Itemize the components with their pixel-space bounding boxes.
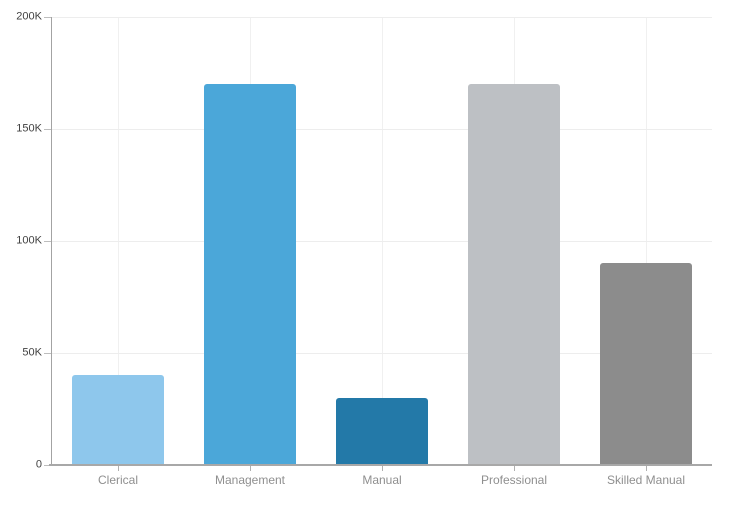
y-axis-tick	[44, 353, 52, 354]
bar-management[interactable]	[204, 84, 296, 465]
bar-clerical[interactable]	[72, 375, 164, 465]
y-axis-tick	[44, 129, 52, 130]
x-axis-tick	[382, 466, 383, 471]
bar-manual[interactable]	[336, 397, 428, 465]
gridline-horizontal	[52, 352, 712, 354]
x-axis-label: Management	[214, 473, 286, 487]
x-axis-tick	[514, 466, 515, 471]
x-axis-tick	[646, 466, 647, 471]
y-axis-label: 200K	[16, 10, 42, 23]
y-axis-line	[51, 17, 52, 465]
bar-skilled-manual[interactable]	[600, 263, 692, 465]
gridline-horizontal	[52, 240, 712, 242]
x-axis-label: Manual	[362, 473, 402, 487]
x-axis-tick	[250, 466, 251, 471]
gridline-horizontal	[52, 128, 712, 130]
y-axis-label: 150K	[16, 122, 42, 135]
y-axis-label: 100K	[16, 234, 42, 247]
x-axis-label: Professional	[480, 473, 548, 487]
y-axis-label: 0	[35, 458, 42, 471]
bar-professional[interactable]	[468, 84, 560, 465]
y-axis-tick	[44, 17, 52, 18]
x-axis-line	[49, 464, 712, 466]
y-axis-tick	[44, 241, 52, 242]
y-axis-label: 50K	[22, 346, 42, 359]
x-axis-tick	[118, 466, 119, 471]
x-axis-label: Clerical	[97, 473, 139, 487]
gridline-horizontal	[52, 16, 712, 18]
x-axis-label: Skilled Manual	[606, 473, 686, 487]
y-axis-tick	[44, 465, 52, 466]
